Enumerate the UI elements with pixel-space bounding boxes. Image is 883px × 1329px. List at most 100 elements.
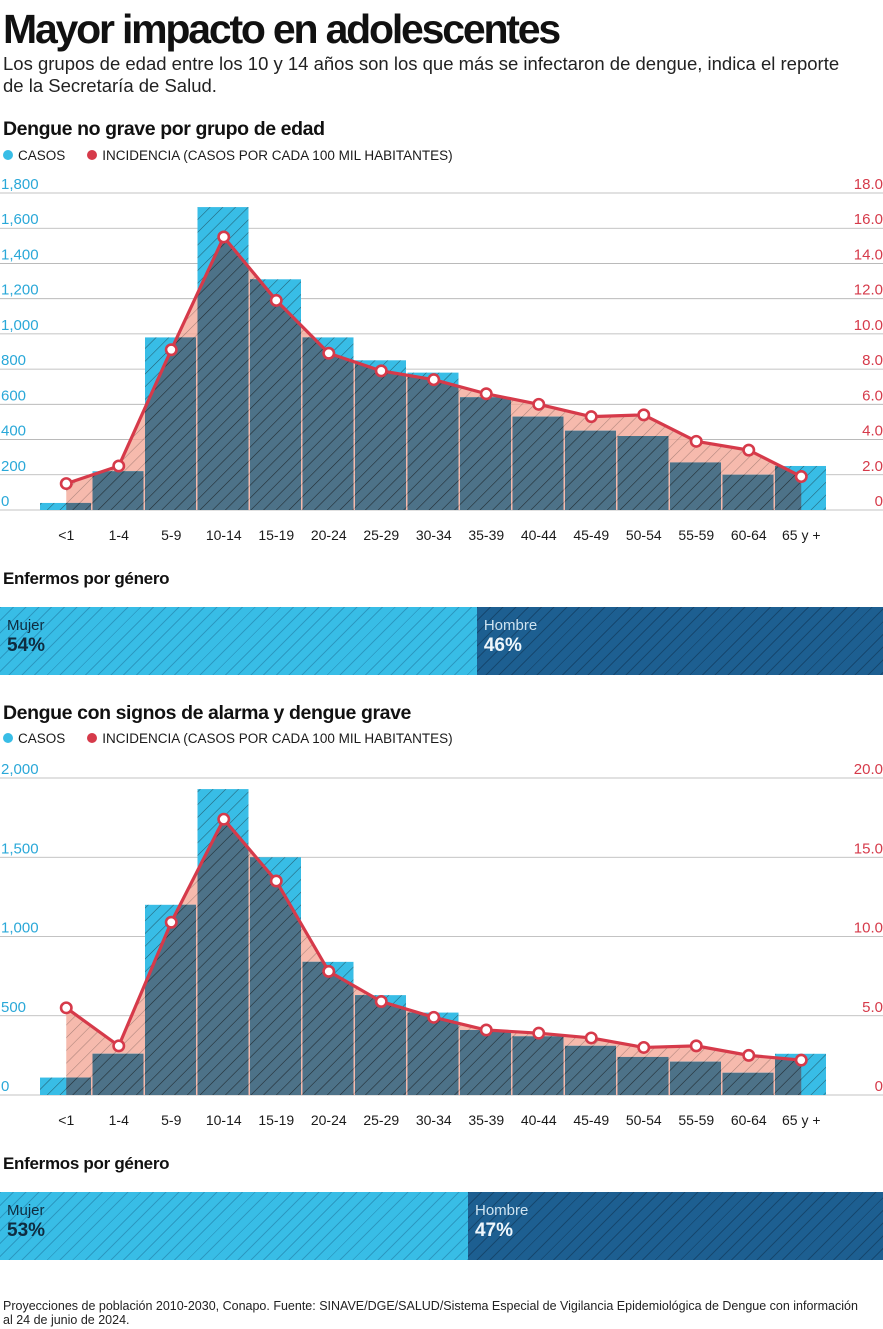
area-hatch: [66, 237, 802, 510]
legend-cases: CASOS: [3, 731, 65, 746]
incidence-point: [217, 230, 231, 244]
left-tick-label: 1,500: [1, 840, 39, 857]
incidence-point: [427, 1010, 441, 1024]
left-tick-label: 1,000: [1, 920, 39, 937]
right-tick-label: 2.0: [862, 458, 883, 475]
category-label: 5-9: [161, 1112, 181, 1128]
chart1-title: Dengue no grave por grupo de edad: [3, 118, 325, 140]
incidence-point: [59, 1001, 73, 1015]
incidence-point: [112, 459, 126, 473]
gender2-women-pct: 53%: [7, 1220, 46, 1241]
left-tick-label: 600: [1, 387, 26, 404]
area-hatch: [66, 819, 802, 1095]
right-tick-label: 4.0: [862, 423, 883, 440]
incidence-dot-icon: [87, 150, 98, 160]
left-tick-label: 1,200: [1, 282, 39, 299]
incidence-point: [269, 874, 283, 888]
category-label: 20-24: [311, 1112, 347, 1128]
cases-dot-icon: [3, 733, 13, 743]
incidence-point: [689, 1039, 703, 1053]
category-label: 1-4: [109, 1112, 129, 1128]
right-tick-label: 5.0: [862, 999, 883, 1016]
right-tick-label: 12.0: [854, 282, 883, 299]
category-label: 55-59: [678, 1112, 714, 1128]
gender1-women-pct: 54%: [7, 635, 46, 656]
incidence-point: [637, 408, 651, 422]
chart1-plot: 0 0 200 2.0 400 4.0 600 6.0 800 8.0 1,000 10.0 1,200…: [0, 176, 883, 543]
gender1-women-label: Mujer: [7, 617, 45, 634]
category-label: 45-49: [573, 527, 609, 543]
category-label: 60-64: [731, 527, 767, 543]
left-tick-label: 1,000: [1, 317, 39, 334]
gender2-women-label: Mujer: [7, 1202, 45, 1219]
left-tick-label: 1,400: [1, 246, 39, 263]
category-label: 65 y +: [782, 1112, 821, 1128]
incidence-point: [794, 470, 808, 484]
left-tick-label: 1,800: [1, 176, 39, 193]
category-label: <1: [58, 527, 74, 543]
category-label: 35-39: [468, 1112, 504, 1128]
category-label: 50-54: [626, 527, 662, 543]
right-tick-label: 6.0: [862, 387, 883, 404]
page-subtitle: Los grupos de edad entre los 10 y 14 año…: [3, 53, 840, 96]
category-label: 55-59: [678, 527, 714, 543]
category-label: 25-29: [363, 527, 399, 543]
incidence-point: [742, 443, 756, 457]
gender2-men-segment: Hombre 47%: [467, 1192, 883, 1260]
incidence-point: [217, 812, 231, 826]
incidence-point: [532, 397, 546, 411]
category-label: 50-54: [626, 1112, 662, 1128]
category-label: 35-39: [468, 527, 504, 543]
incidence-point: [479, 387, 493, 401]
incidence-point: [164, 343, 178, 357]
legend-incidence-label: INCIDENCIA (CASOS POR CADA 100 MIL HABIT…: [102, 730, 453, 746]
right-tick-label: 10.0: [854, 920, 883, 937]
incidence-point: [269, 293, 283, 307]
gender1-men-label: Hombre: [483, 617, 538, 634]
incidence-point: [164, 915, 178, 929]
category-label: <1: [58, 1112, 74, 1128]
right-tick-label: 20.0: [854, 761, 883, 778]
gender1-men-segment: Hombre 46%: [476, 607, 883, 675]
legend-incidence-label: INCIDENCIA (CASOS POR CADA 100 MIL HABIT…: [102, 147, 453, 163]
incidence-point: [689, 434, 703, 448]
legend-incidence: INCIDENCIA (CASOS POR CADA 100 MIL HABIT…: [87, 730, 453, 746]
left-tick-label: 800: [1, 352, 26, 369]
category-label: 30-34: [416, 1112, 452, 1128]
category-label: 10-14: [206, 1112, 242, 1128]
gender2-title: Enfermos por género: [3, 1154, 170, 1173]
category-label: 30-34: [416, 527, 452, 543]
category-label: 15-19: [258, 527, 294, 543]
page-title: Mayor impacto en adolescentes: [3, 6, 561, 52]
left-tick-label: 0: [1, 1078, 9, 1095]
category-label: 15-19: [258, 1112, 294, 1128]
incidence-point: [374, 364, 388, 378]
gender1-men-pct: 46%: [483, 635, 522, 656]
incidence-point: [322, 346, 336, 360]
bar-hatch: [40, 502, 91, 510]
gender1-bar: Mujer 54% Hombre 46%: [0, 607, 883, 675]
left-tick-label: 1,600: [1, 211, 39, 228]
incidence-point: [479, 1023, 493, 1037]
right-tick-label: 0: [875, 493, 883, 510]
category-label: 20-24: [311, 527, 347, 543]
right-tick-label: 10.0: [854, 317, 883, 334]
gender2-women-segment: Mujer 53%: [0, 1192, 468, 1260]
incidence-point: [637, 1040, 651, 1054]
legend-cases-label: CASOS: [18, 147, 66, 163]
source-note: Proyecciones de población 2010-2030, Con…: [3, 1299, 858, 1327]
incidence-dot-icon: [87, 733, 98, 743]
category-label: 5-9: [161, 527, 181, 543]
left-tick-label: 400: [1, 423, 26, 440]
category-label: 25-29: [363, 1112, 399, 1128]
incidence-point: [584, 410, 598, 424]
category-label: 40-44: [521, 527, 557, 543]
incidence-point: [59, 477, 73, 491]
right-tick-label: 16.0: [854, 211, 883, 228]
right-tick-label: 14.0: [854, 246, 883, 263]
gender1-women-segment: Mujer 54%: [0, 607, 477, 675]
right-tick-label: 15.0: [854, 840, 883, 857]
incidence-point: [427, 373, 441, 387]
incidence-point: [374, 994, 388, 1008]
incidence-point: [532, 1026, 546, 1040]
